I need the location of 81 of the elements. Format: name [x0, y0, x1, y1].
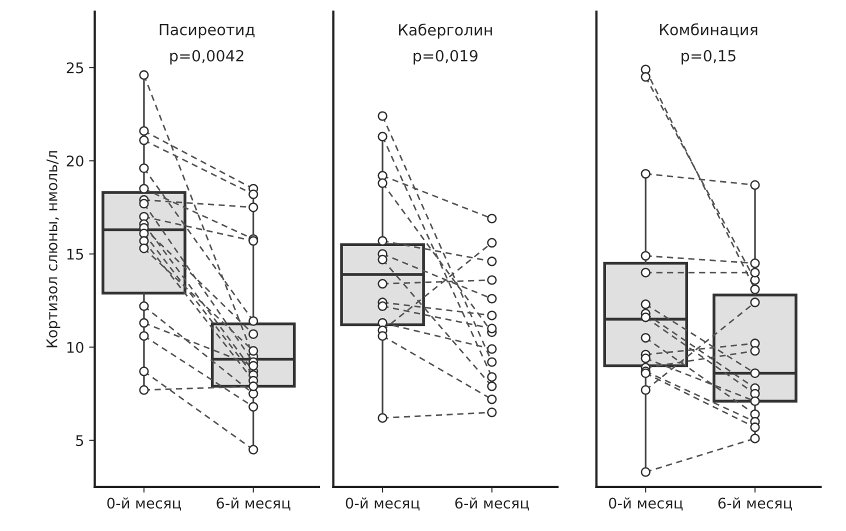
- point: [640, 353, 651, 364]
- x-tick-label: 0-й месяц: [346, 497, 420, 510]
- text: p=0,0042: [170, 50, 244, 64]
- point: [248, 346, 258, 356]
- point: [750, 368, 760, 378]
- point: [750, 422, 760, 432]
- point: [487, 394, 497, 404]
- point: [248, 360, 258, 371]
- point: [139, 135, 149, 146]
- x-tick-label: 6-й месяц: [455, 497, 529, 510]
- point: [750, 180, 760, 190]
- text: Каберголин: [399, 24, 492, 39]
- point: [640, 385, 651, 395]
- point: [750, 346, 760, 356]
- point: [487, 275, 497, 285]
- point: [487, 214, 497, 224]
- point: [640, 299, 651, 310]
- point: [750, 396, 760, 406]
- point: [139, 366, 149, 376]
- text: Комбинация: [660, 23, 758, 38]
- point: [139, 244, 149, 254]
- point: [487, 256, 497, 266]
- point: [378, 236, 388, 246]
- point: [139, 184, 149, 194]
- text: p=0,15: [682, 50, 736, 64]
- point: [487, 238, 497, 248]
- point: [378, 132, 388, 142]
- point: [487, 381, 497, 392]
- x-tick-label: 0-й месяц: [608, 497, 683, 510]
- point: [139, 126, 149, 136]
- point: [139, 163, 149, 174]
- y-tick-label: 10: [67, 342, 84, 353]
- point: [640, 168, 651, 179]
- point: [750, 268, 760, 278]
- point: [378, 301, 388, 312]
- point: [640, 268, 651, 278]
- point: [139, 331, 149, 341]
- point: [139, 70, 149, 80]
- point: [248, 402, 258, 412]
- point: [487, 324, 497, 334]
- point: [139, 301, 149, 312]
- point: [248, 329, 258, 339]
- point: [487, 357, 497, 367]
- x-tick-label: 6-й месяц: [718, 497, 792, 510]
- point: [750, 434, 760, 444]
- y-tick-label: 25: [66, 62, 84, 74]
- point: [248, 189, 258, 200]
- point: [640, 72, 651, 82]
- point: [248, 444, 258, 455]
- point: [248, 316, 258, 326]
- point: [487, 344, 497, 354]
- point: [139, 198, 149, 209]
- y-tick-label: 20: [66, 155, 84, 167]
- point: [378, 331, 388, 341]
- text: p=0,019: [414, 50, 478, 64]
- point: [139, 318, 149, 328]
- point: [640, 250, 651, 261]
- x-tick-label: 0-й месяц: [107, 497, 181, 510]
- point: [487, 408, 497, 418]
- y-axis-title: Кортизол слюны, нмоль/л: [46, 151, 60, 348]
- point: [750, 284, 760, 294]
- point: [487, 310, 497, 320]
- point: [248, 202, 258, 212]
- point: [640, 312, 651, 322]
- point: [487, 294, 497, 304]
- point: [487, 372, 497, 382]
- point: [640, 467, 651, 477]
- point: [750, 258, 760, 268]
- point: [378, 178, 388, 188]
- point: [378, 111, 388, 121]
- x-tick-label: 6-й месяц: [216, 497, 290, 510]
- point: [139, 385, 149, 395]
- point: [750, 298, 760, 308]
- point: [248, 381, 258, 392]
- y-tick-label: 15: [67, 248, 84, 260]
- point: [378, 254, 388, 264]
- text: Пасиреотид: [160, 24, 255, 38]
- point: [640, 332, 651, 343]
- point: [378, 413, 388, 423]
- y-tick-label: 5: [76, 435, 84, 446]
- point: [378, 278, 388, 289]
